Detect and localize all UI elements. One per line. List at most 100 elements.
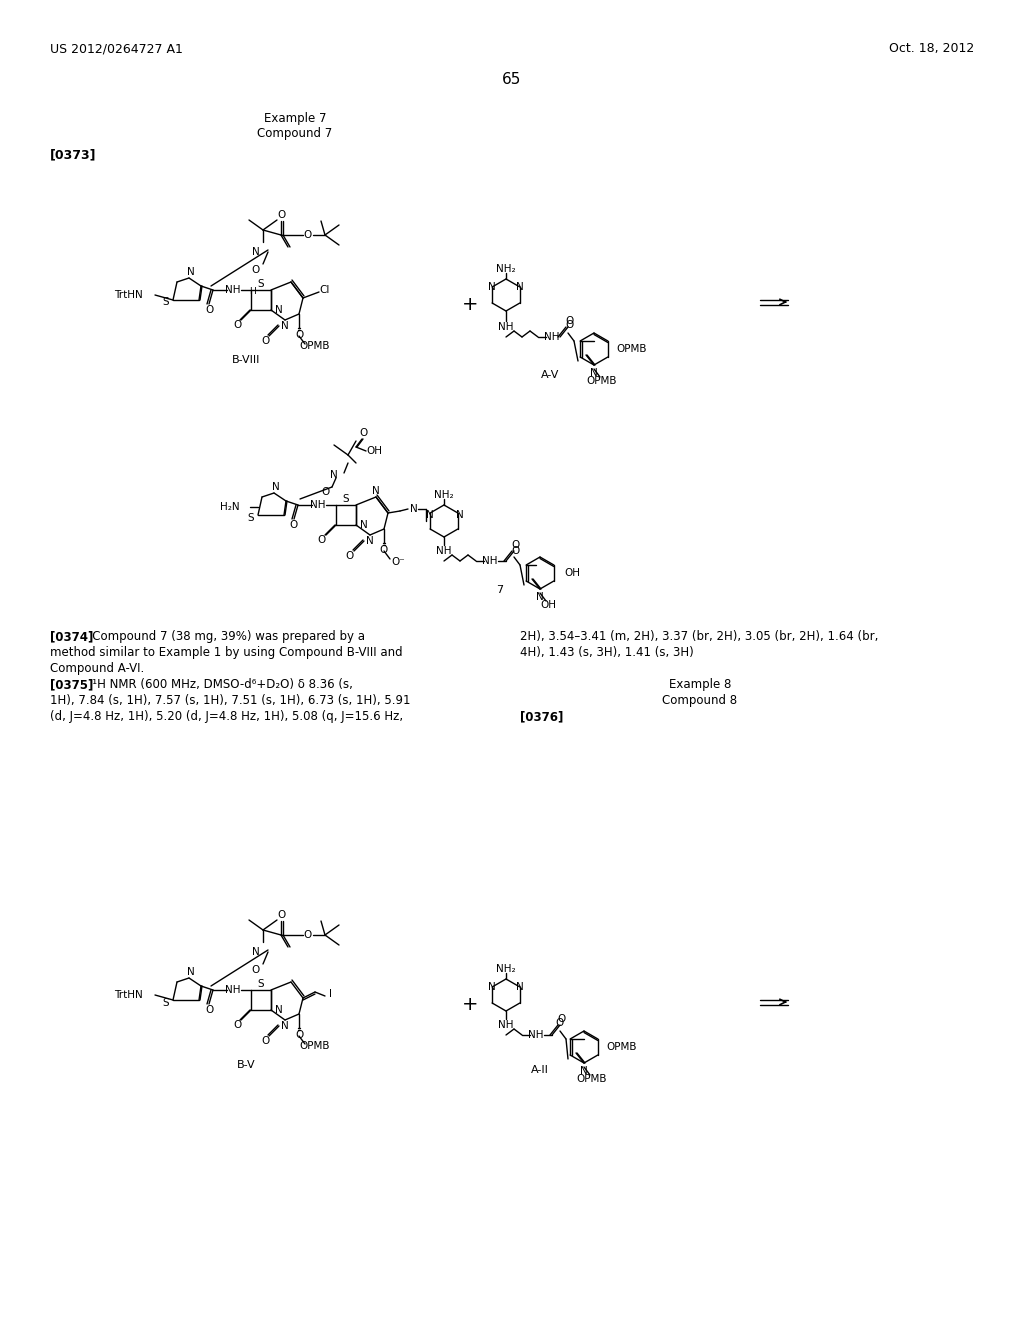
- Text: N: N: [275, 1005, 283, 1015]
- Text: Oct. 18, 2012: Oct. 18, 2012: [889, 42, 974, 55]
- Text: N: N: [581, 1067, 588, 1076]
- Text: S: S: [248, 513, 254, 523]
- Text: Compound 7 (38 mg, 39%) was prepared by a: Compound 7 (38 mg, 39%) was prepared by …: [81, 630, 365, 643]
- Text: Compound A-VI.: Compound A-VI.: [50, 663, 144, 675]
- Text: Example 8: Example 8: [669, 678, 731, 690]
- Text: O⁻: O⁻: [391, 557, 404, 568]
- Text: 2H), 3.54–3.41 (m, 2H), 3.37 (br, 2H), 3.05 (br, 2H), 1.64 (br,: 2H), 3.54–3.41 (m, 2H), 3.37 (br, 2H), 3…: [520, 630, 879, 643]
- Text: [0376]: [0376]: [520, 710, 563, 723]
- Text: A-V: A-V: [541, 370, 559, 380]
- Text: NH: NH: [482, 556, 498, 566]
- Text: O: O: [295, 1030, 303, 1040]
- Text: OPMB: OPMB: [300, 341, 331, 351]
- Text: O: O: [261, 1036, 269, 1045]
- Text: N: N: [456, 510, 464, 520]
- Text: O: O: [205, 305, 213, 315]
- Text: +: +: [462, 296, 478, 314]
- Text: OPMB: OPMB: [577, 1074, 607, 1084]
- Text: O: O: [278, 210, 286, 220]
- Text: N: N: [275, 305, 283, 315]
- Text: O: O: [295, 330, 303, 341]
- Text: NH₂: NH₂: [434, 490, 454, 500]
- Text: Compound 7: Compound 7: [257, 127, 333, 140]
- Text: O: O: [359, 428, 368, 438]
- Text: S: S: [258, 979, 264, 989]
- Text: O: O: [565, 315, 573, 326]
- Text: O: O: [556, 1018, 564, 1028]
- Text: B-VIII: B-VIII: [231, 355, 260, 366]
- Text: 7: 7: [497, 585, 504, 595]
- Text: NH: NH: [499, 1020, 514, 1030]
- Text: 4H), 1.43 (s, 3H), 1.41 (s, 3H): 4H), 1.43 (s, 3H), 1.41 (s, 3H): [520, 645, 693, 659]
- Text: O: O: [304, 931, 312, 940]
- Text: N: N: [516, 982, 523, 993]
- Text: O: O: [252, 265, 260, 275]
- Text: N: N: [187, 968, 195, 977]
- Text: TrtHN: TrtHN: [115, 290, 143, 300]
- Text: O: O: [261, 337, 269, 346]
- Text: +: +: [462, 995, 478, 1015]
- Text: H: H: [250, 288, 256, 297]
- Text: OPMB: OPMB: [616, 345, 647, 354]
- Text: O: O: [380, 545, 388, 554]
- Text: OH: OH: [564, 568, 580, 578]
- Text: S: S: [258, 279, 264, 289]
- Text: O: O: [232, 319, 241, 330]
- Text: N: N: [537, 591, 544, 602]
- Text: O: O: [317, 535, 326, 545]
- Text: NH: NH: [499, 322, 514, 333]
- Text: NH: NH: [528, 1030, 544, 1040]
- Text: [0375]: [0375]: [50, 678, 93, 690]
- Text: US 2012/0264727 A1: US 2012/0264727 A1: [50, 42, 183, 55]
- Text: N: N: [516, 282, 523, 292]
- Text: O: O: [252, 965, 260, 975]
- Text: NH: NH: [436, 546, 452, 556]
- Text: NH: NH: [544, 333, 560, 342]
- Text: Example 7: Example 7: [264, 112, 327, 125]
- Text: I: I: [330, 989, 333, 999]
- Text: O: O: [205, 1005, 213, 1015]
- Text: [0373]: [0373]: [50, 148, 96, 161]
- Text: N: N: [488, 282, 496, 292]
- Text: B-V: B-V: [237, 1060, 255, 1071]
- Text: S: S: [343, 494, 349, 504]
- Text: 65: 65: [503, 73, 521, 87]
- Text: O: O: [278, 909, 286, 920]
- Text: N: N: [488, 982, 496, 993]
- Text: O: O: [304, 230, 312, 240]
- Text: Compound 8: Compound 8: [663, 694, 737, 708]
- Text: O: O: [557, 1014, 565, 1024]
- Text: O: O: [322, 487, 330, 498]
- Text: NH₂: NH₂: [497, 264, 516, 275]
- Text: OPMB: OPMB: [300, 1041, 331, 1051]
- Text: O: O: [232, 1020, 241, 1030]
- Text: NH: NH: [225, 985, 241, 995]
- Text: H₂N: H₂N: [220, 502, 240, 512]
- Text: [0374]: [0374]: [50, 630, 93, 643]
- Text: N: N: [360, 520, 368, 531]
- Text: N: N: [367, 536, 374, 546]
- Text: O: O: [566, 319, 574, 330]
- Text: (d, J=4.8 Hz, 1H), 5.20 (d, J=4.8 Hz, 1H), 5.08 (q, J=15.6 Hz,: (d, J=4.8 Hz, 1H), 5.20 (d, J=4.8 Hz, 1H…: [50, 710, 403, 723]
- Text: NH: NH: [310, 500, 326, 510]
- Text: O: O: [512, 540, 520, 550]
- Text: O: O: [512, 546, 520, 556]
- Text: N: N: [282, 1020, 289, 1031]
- Text: S: S: [163, 998, 169, 1008]
- Text: ¹H NMR (600 MHz, DMSO-d⁶+D₂O) δ 8.36 (s,: ¹H NMR (600 MHz, DMSO-d⁶+D₂O) δ 8.36 (s,: [81, 678, 352, 690]
- Text: N: N: [331, 470, 338, 480]
- Text: N: N: [282, 321, 289, 331]
- Text: OPMB: OPMB: [607, 1041, 637, 1052]
- Text: N: N: [590, 368, 598, 378]
- Text: A-II: A-II: [531, 1065, 549, 1074]
- Text: NH: NH: [225, 285, 241, 294]
- Text: N: N: [426, 510, 434, 520]
- Text: NH₂: NH₂: [497, 964, 516, 974]
- Text: N: N: [187, 267, 195, 277]
- Text: N: N: [252, 247, 260, 257]
- Text: O: O: [290, 520, 298, 531]
- Text: 1H), 7.84 (s, 1H), 7.57 (s, 1H), 7.51 (s, 1H), 6.73 (s, 1H), 5.91: 1H), 7.84 (s, 1H), 7.57 (s, 1H), 7.51 (s…: [50, 694, 411, 708]
- Text: N: N: [372, 486, 380, 496]
- Text: N: N: [411, 504, 418, 513]
- Text: S: S: [163, 297, 169, 308]
